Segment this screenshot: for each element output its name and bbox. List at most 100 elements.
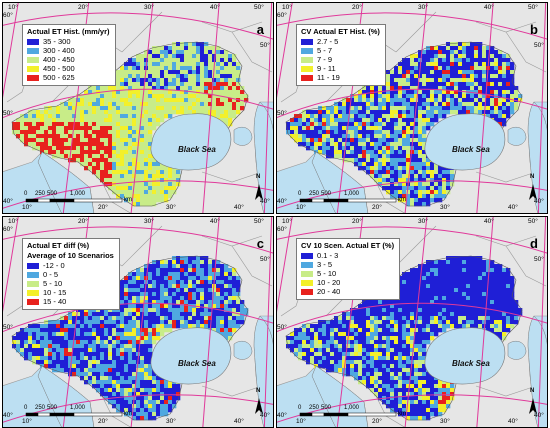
map-cell bbox=[188, 94, 193, 99]
map-cell bbox=[406, 130, 411, 135]
map-cell bbox=[136, 94, 141, 99]
map-cell bbox=[148, 98, 153, 103]
map-cell bbox=[314, 340, 319, 345]
map-cell bbox=[204, 70, 209, 75]
map-cell bbox=[466, 58, 471, 63]
map-cell bbox=[100, 110, 105, 115]
map-cell bbox=[458, 106, 463, 111]
map-cell bbox=[16, 134, 21, 139]
map-cell bbox=[192, 86, 197, 91]
map-cell bbox=[390, 364, 395, 369]
map-cell bbox=[446, 174, 451, 179]
map-cell bbox=[326, 146, 331, 151]
map-cell bbox=[136, 202, 141, 207]
map-cell bbox=[410, 166, 415, 171]
map-cell bbox=[232, 54, 237, 59]
map-cell bbox=[228, 86, 233, 91]
map-cell bbox=[92, 312, 97, 317]
map-cell bbox=[136, 182, 141, 187]
map-cell bbox=[44, 142, 49, 147]
legend-item: 35 - 300 bbox=[27, 37, 110, 46]
map-cell bbox=[418, 388, 423, 393]
map-cell bbox=[160, 276, 165, 281]
map-cell bbox=[100, 308, 105, 313]
map-cell bbox=[470, 264, 475, 269]
map-cell bbox=[318, 332, 323, 337]
map-cell bbox=[216, 54, 221, 59]
map-cell bbox=[334, 364, 339, 369]
map-cell bbox=[108, 174, 113, 179]
map-cell bbox=[92, 336, 97, 341]
map-cell bbox=[418, 154, 423, 159]
map-cell bbox=[358, 94, 363, 99]
scale-label: 250 bbox=[35, 191, 46, 197]
map-cell bbox=[430, 114, 435, 119]
map-cell bbox=[402, 134, 407, 139]
map-cell bbox=[152, 186, 157, 191]
map-cell bbox=[382, 360, 387, 365]
map-cell bbox=[148, 86, 153, 91]
map-cell bbox=[184, 62, 189, 67]
map-cell bbox=[346, 324, 351, 329]
map-cell bbox=[100, 388, 105, 393]
map-cell bbox=[56, 360, 61, 365]
graticule-bottom-label: 20° bbox=[372, 204, 382, 211]
map-cell bbox=[200, 62, 205, 67]
map-cell bbox=[52, 324, 57, 329]
map-cell bbox=[490, 280, 495, 285]
map-cell bbox=[314, 348, 319, 353]
map-cell bbox=[410, 90, 415, 95]
adriatic-sea bbox=[37, 365, 95, 428]
map-cell bbox=[482, 284, 487, 289]
legend-label: 2.7 - 5 bbox=[317, 37, 339, 46]
map-cell bbox=[148, 118, 153, 123]
graticule-bottom-label: 30° bbox=[166, 204, 176, 211]
map-cell bbox=[398, 106, 403, 111]
map-cell bbox=[442, 102, 447, 107]
map-cell bbox=[482, 62, 487, 67]
map-cell bbox=[124, 178, 129, 183]
map-cell bbox=[438, 98, 443, 103]
map-cell bbox=[140, 126, 145, 131]
map-cell bbox=[434, 78, 439, 83]
map-cell bbox=[418, 194, 423, 199]
map-cell bbox=[72, 150, 77, 155]
map-cell bbox=[176, 272, 181, 277]
map-cell bbox=[478, 316, 483, 321]
map-cell bbox=[446, 58, 451, 63]
map-cell bbox=[494, 304, 499, 309]
map-cell bbox=[390, 384, 395, 389]
map-cell bbox=[402, 70, 407, 75]
map-cell bbox=[322, 138, 327, 143]
map-cell bbox=[470, 292, 475, 297]
map-cell bbox=[510, 78, 515, 83]
map-cell bbox=[148, 372, 153, 377]
map-cell bbox=[454, 102, 459, 107]
map-cell bbox=[318, 110, 323, 115]
map-cell bbox=[482, 260, 487, 265]
map-cell bbox=[96, 122, 101, 127]
scale-label: 250 bbox=[35, 405, 46, 411]
map-cell bbox=[446, 50, 451, 55]
map-cell bbox=[128, 380, 133, 385]
map-cell bbox=[438, 292, 443, 297]
map-cell bbox=[196, 98, 201, 103]
map-cell bbox=[84, 320, 89, 325]
graticule-right-label: 40° bbox=[260, 412, 270, 419]
map-cell bbox=[88, 166, 93, 171]
map-cell bbox=[442, 324, 447, 329]
map-cell bbox=[136, 186, 141, 191]
map-cell bbox=[430, 264, 435, 269]
map-cell bbox=[48, 106, 53, 111]
map-cell bbox=[188, 268, 193, 273]
map-cell bbox=[374, 312, 379, 317]
legend-swatch bbox=[301, 38, 313, 45]
map-cell bbox=[498, 74, 503, 79]
map-cell bbox=[374, 114, 379, 119]
map-cell bbox=[434, 186, 439, 191]
map-cell bbox=[64, 344, 69, 349]
parallel-line bbox=[2, 88, 274, 119]
map-cell bbox=[188, 280, 193, 285]
map-cell bbox=[168, 46, 173, 51]
map-cell bbox=[338, 134, 343, 139]
